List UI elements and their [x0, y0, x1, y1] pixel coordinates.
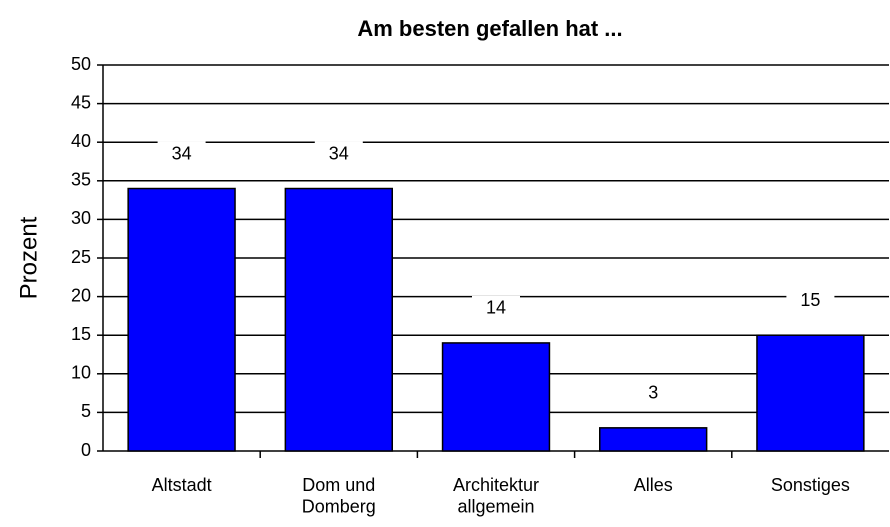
y-tick-label: 40 — [71, 131, 91, 151]
y-tick-label: 50 — [71, 54, 91, 74]
value-label: 14 — [486, 298, 506, 318]
x-tick-label: Altstadt — [152, 475, 212, 495]
value-label: 34 — [329, 143, 349, 163]
x-tick-label: Architektur allgemein — [453, 475, 539, 517]
y-tick-label: 35 — [71, 170, 91, 190]
value-label: 3 — [648, 383, 658, 403]
x-tick-label: Sonstiges — [771, 475, 850, 495]
chart-title: Am besten gefallen hat ... — [357, 16, 622, 41]
value-label: 34 — [172, 143, 192, 163]
y-tick-label: 20 — [71, 285, 91, 305]
y-tick-label: 0 — [81, 440, 91, 460]
bar — [284, 187, 393, 452]
y-tick-label: 10 — [71, 363, 91, 383]
y-axis-label: Prozent — [15, 216, 42, 299]
value-label-bg — [157, 141, 206, 168]
y-tick-label: 25 — [71, 247, 91, 267]
value-label-bg — [629, 380, 678, 407]
y-tick-label: 15 — [71, 324, 91, 344]
y-tick-label: 5 — [81, 401, 91, 421]
bar — [441, 342, 551, 452]
value-label: 15 — [800, 290, 820, 310]
bar — [756, 334, 865, 452]
bar — [599, 427, 708, 452]
x-tick-label: Dom und Domberg — [302, 475, 376, 517]
x-tick-label: Alles — [634, 475, 673, 495]
bar — [127, 187, 236, 452]
value-label-bg — [314, 141, 363, 168]
value-label-bg — [472, 295, 520, 322]
y-tick-label: 30 — [71, 208, 91, 228]
y-tick-label: 45 — [71, 92, 91, 112]
value-label-bg — [786, 288, 835, 315]
